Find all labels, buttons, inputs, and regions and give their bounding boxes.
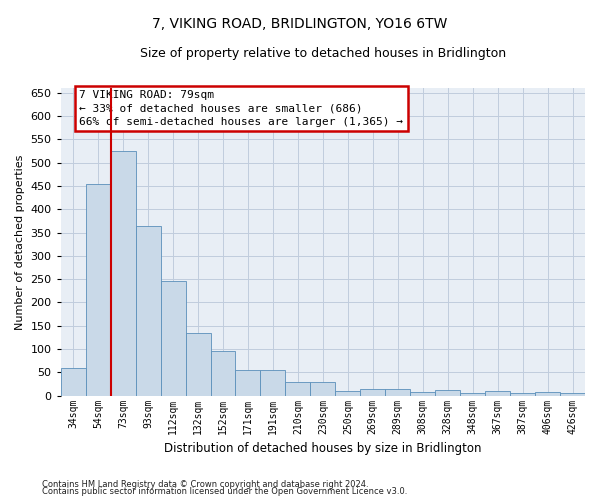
Bar xyxy=(136,226,161,396)
Bar xyxy=(410,392,435,396)
Y-axis label: Number of detached properties: Number of detached properties xyxy=(15,154,25,330)
Text: 7 VIKING ROAD: 79sqm
← 33% of detached houses are smaller (686)
66% of semi-deta: 7 VIKING ROAD: 79sqm ← 33% of detached h… xyxy=(79,90,403,127)
Bar xyxy=(211,352,235,396)
X-axis label: Distribution of detached houses by size in Bridlington: Distribution of detached houses by size … xyxy=(164,442,482,455)
Bar xyxy=(260,370,286,396)
Bar xyxy=(235,370,260,396)
Bar xyxy=(560,394,585,396)
Bar xyxy=(185,332,211,396)
Title: Size of property relative to detached houses in Bridlington: Size of property relative to detached ho… xyxy=(140,48,506,60)
Text: Contains public sector information licensed under the Open Government Licence v3: Contains public sector information licen… xyxy=(42,487,407,496)
Bar xyxy=(460,394,485,396)
Bar xyxy=(335,391,361,396)
Bar xyxy=(61,368,86,396)
Bar xyxy=(361,388,385,396)
Text: 7, VIKING ROAD, BRIDLINGTON, YO16 6TW: 7, VIKING ROAD, BRIDLINGTON, YO16 6TW xyxy=(152,18,448,32)
Bar xyxy=(110,151,136,396)
Text: Contains HM Land Registry data © Crown copyright and database right 2024.: Contains HM Land Registry data © Crown c… xyxy=(42,480,368,489)
Bar xyxy=(310,382,335,396)
Bar xyxy=(86,184,110,396)
Bar xyxy=(510,394,535,396)
Bar xyxy=(286,382,310,396)
Bar xyxy=(435,390,460,396)
Bar xyxy=(161,282,185,396)
Bar xyxy=(385,388,410,396)
Bar xyxy=(535,392,560,396)
Bar xyxy=(485,391,510,396)
